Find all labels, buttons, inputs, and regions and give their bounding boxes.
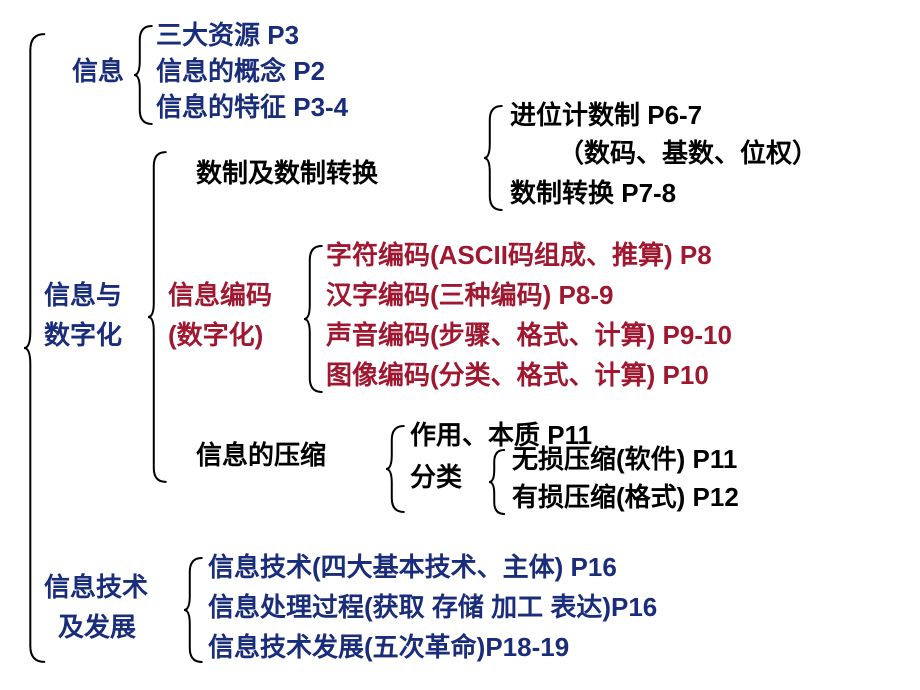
node-n2b_lbl1: 信息编码 [168, 280, 272, 311]
node-n2a_2: （数码、基数、位权） [558, 138, 818, 169]
node-n2a_3: 数制转换 P7-8 [510, 178, 676, 209]
node-n3_lbl1: 信息技术 [44, 572, 148, 603]
node-n2c_2b: 有损压缩(格式) P12 [512, 482, 739, 513]
brace-b_root [22, 32, 46, 664]
node-n3_3: 信息技术发展(五次革命)P18-19 [208, 632, 569, 663]
brace-b_tech [182, 556, 204, 664]
node-n1_2: 信息的概念 P2 [156, 56, 325, 87]
brace-b_compress [384, 424, 406, 514]
node-n2c_2_lbl: 分类 [410, 462, 462, 493]
brace-b_numsys [482, 104, 504, 212]
brace-b_digit [146, 150, 168, 484]
brace-b_lossy [487, 448, 506, 516]
node-n2b_1: 字符编码(ASCII码组成、推算) P8 [326, 240, 712, 271]
node-n2b_3: 声音编码(步骤、格式、计算) P9-10 [326, 320, 732, 351]
node-n1_3: 信息的特征 P3-4 [156, 92, 348, 123]
brace-b_info [132, 24, 154, 126]
node-n2b_4: 图像编码(分类、格式、计算) P10 [326, 360, 709, 391]
node-n3_2: 信息处理过程(获取 存储 加工 表达)P16 [208, 592, 657, 623]
node-n2_lbl2: 数字化 [44, 320, 122, 351]
node-n2b_2: 汉字编码(三种编码) P8-9 [326, 280, 613, 311]
node-n1_1: 三大资源 P3 [156, 20, 299, 51]
node-n2c_2a: 无损压缩(软件) P11 [512, 444, 737, 475]
brace-b_encode [302, 244, 324, 394]
node-n2_lbl1: 信息与 [44, 280, 122, 311]
node-n2a_lbl: 数制及数制转换 [196, 158, 378, 189]
node-n1_lbl: 信息 [72, 56, 124, 87]
node-n3_1: 信息技术(四大基本技术、主体) P16 [208, 552, 617, 583]
node-n2b_lbl2: (数字化) [168, 320, 263, 351]
node-n2a_1: 进位计数制 P6-7 [510, 100, 702, 131]
node-n2c_lbl: 信息的压缩 [196, 440, 326, 471]
node-n3_lbl2: 及发展 [58, 612, 136, 643]
